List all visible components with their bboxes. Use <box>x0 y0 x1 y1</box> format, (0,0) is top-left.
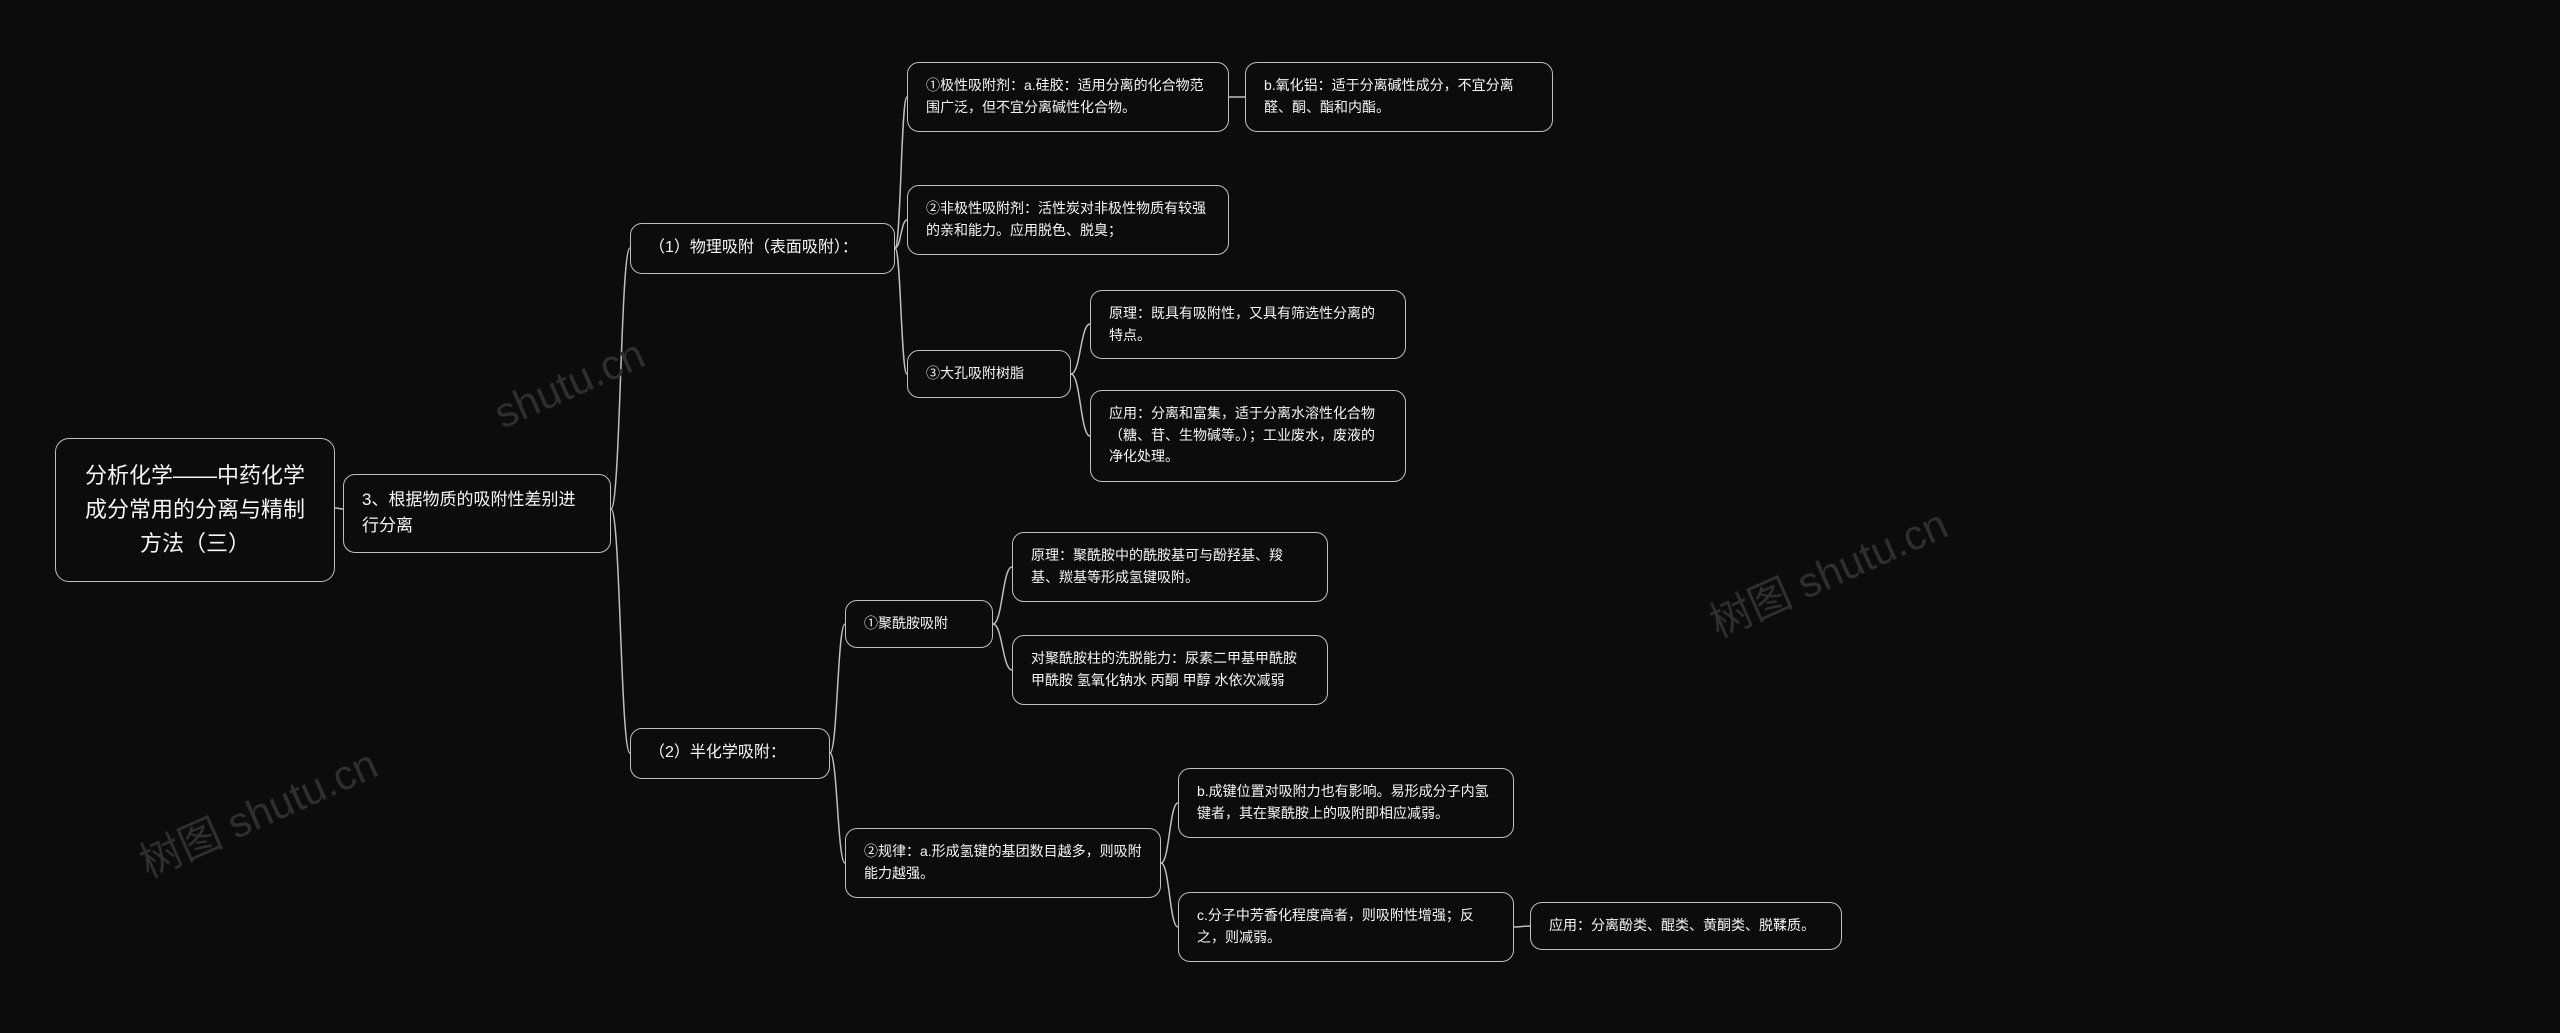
edge-s2-s2b <box>1161 803 1178 863</box>
node-s1a[interactable]: 原理：聚酰胺中的酰胺基可与酚羟基、羧基、羰基等形成氢键吸附。 <box>1012 532 1328 602</box>
edge-s2-s2c <box>1161 863 1178 927</box>
edge-p-p3 <box>895 248 907 374</box>
edge-p3-p3a <box>1071 324 1090 374</box>
node-p2[interactable]: ②非极性吸附剂：活性炭对非极性物质有较强的亲和能力。应用脱色、脱臭； <box>907 185 1229 255</box>
node-s[interactable]: （2）半化学吸附： <box>630 728 830 779</box>
node-p3a[interactable]: 原理：既具有吸附性，又具有筛选性分离的特点。 <box>1090 290 1406 359</box>
edge-s-s1 <box>830 624 845 753</box>
node-s2[interactable]: ②规律：a.形成氢键的基团数目越多，则吸附能力越强。 <box>845 828 1161 898</box>
edge-s1-s1b <box>993 624 1012 670</box>
node-s2c[interactable]: c.分子中芳香化程度高者，则吸附性增强；反之，则减弱。 <box>1178 892 1514 962</box>
node-s1[interactable]: ①聚酰胺吸附 <box>845 600 993 648</box>
edge-s-s2 <box>830 753 845 863</box>
edge-s2c-s2d <box>1514 926 1530 927</box>
node-p[interactable]: （1）物理吸附（表面吸附）： <box>630 223 895 274</box>
node-l1[interactable]: 3、根据物质的吸附性差别进行分离 <box>343 474 611 553</box>
edge-s1-s1a <box>993 567 1012 624</box>
node-s1b[interactable]: 对聚酰胺柱的洗脱能力：尿素二甲基甲酰胺 甲酰胺 氢氧化钠水 丙酮 甲醇 水依次减… <box>1012 635 1328 705</box>
node-p3[interactable]: ③大孔吸附树脂 <box>907 350 1071 398</box>
mindmap-canvas: 分析化学——中药化学成分常用的分离与精制方法（三）3、根据物质的吸附性差别进行分… <box>0 0 2560 1033</box>
edge-l1-s <box>611 509 630 753</box>
edge-l1-p <box>611 248 630 509</box>
edge-root-l1 <box>335 508 343 509</box>
node-s2d[interactable]: 应用：分离酚类、醌类、黄酮类、脱鞣质。 <box>1530 902 1842 950</box>
edge-p-p1 <box>895 97 907 248</box>
node-s2b[interactable]: b.成键位置对吸附力也有影响。易形成分子内氢键者，其在聚酰胺上的吸附即相应减弱。 <box>1178 768 1514 838</box>
node-root[interactable]: 分析化学——中药化学成分常用的分离与精制方法（三） <box>55 438 335 582</box>
node-p3b[interactable]: 应用：分离和富集，适于分离水溶性化合物（糖、苷、生物碱等。）；工业废水，废液的净… <box>1090 390 1406 482</box>
node-p1b[interactable]: b.氧化铝：适于分离碱性成分，不宜分离醛、酮、酯和内酯。 <box>1245 62 1553 132</box>
node-p1[interactable]: ①极性吸附剂：a.硅胶：适用分离的化合物范围广泛，但不宜分离碱性化合物。 <box>907 62 1229 132</box>
edge-p3-p3b <box>1071 374 1090 436</box>
